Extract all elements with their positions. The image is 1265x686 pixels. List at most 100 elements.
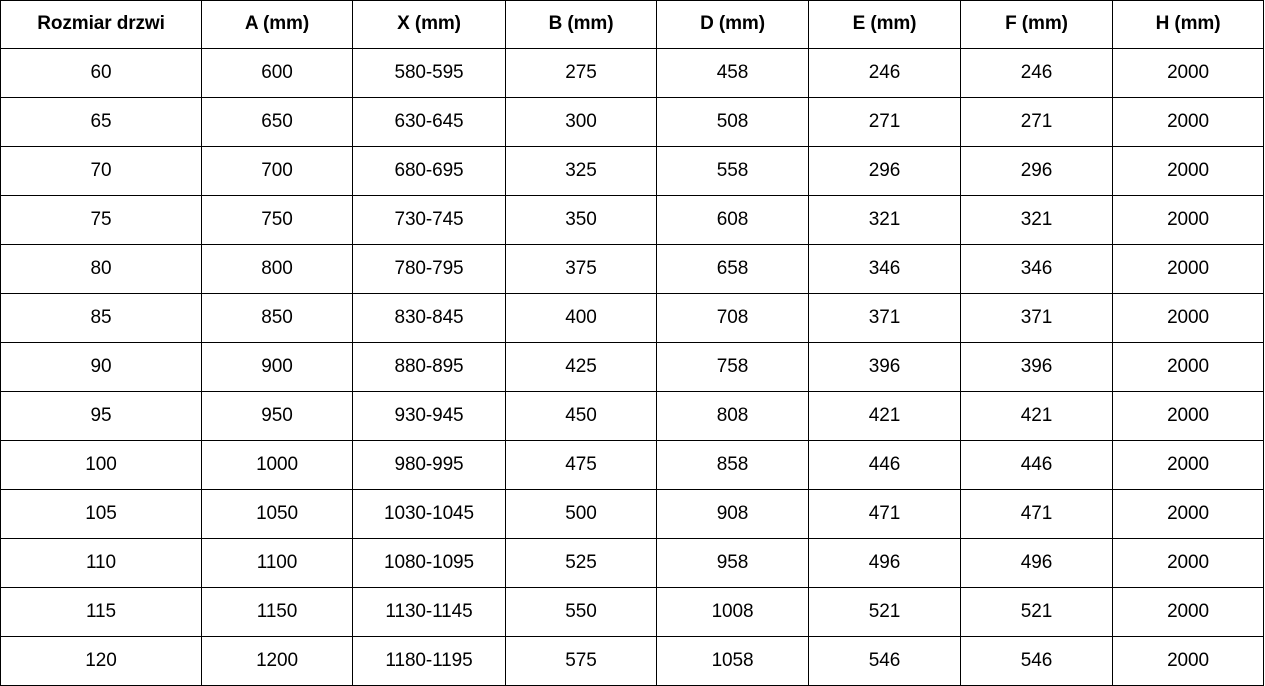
table-cell: 95 [0, 391, 202, 441]
table-header: Rozmiar drzwi A (mm) X (mm) B (mm) D (mm… [0, 0, 1264, 49]
table-cell: 2000 [1112, 146, 1264, 196]
table-cell: 471 [808, 489, 961, 539]
table-cell: 1030-1045 [352, 489, 506, 539]
column-header-x: X (mm) [352, 0, 506, 49]
table-cell: 958 [656, 538, 809, 588]
table-cell: 371 [960, 293, 1113, 343]
table-cell: 471 [960, 489, 1113, 539]
table-cell: 110 [0, 538, 202, 588]
table-cell: 275 [505, 48, 657, 98]
table-row: 90 900 880-895 425 758 396 396 2000 [0, 342, 1264, 392]
table-cell: 2000 [1112, 244, 1264, 294]
table-cell: 575 [505, 636, 657, 686]
table-row: 120 1200 1180-1195 575 1058 546 546 2000 [0, 636, 1264, 686]
table-cell: 396 [960, 342, 1113, 392]
table-cell: 680-695 [352, 146, 506, 196]
table-cell: 85 [0, 293, 202, 343]
table-cell: 508 [656, 97, 809, 147]
table-cell: 425 [505, 342, 657, 392]
table-cell: 2000 [1112, 97, 1264, 147]
table-cell: 2000 [1112, 440, 1264, 490]
table-cell: 115 [0, 587, 202, 637]
table-cell: 70 [0, 146, 202, 196]
table-row: 110 1100 1080-1095 525 958 496 496 2000 [0, 538, 1264, 588]
table-cell: 100 [0, 440, 202, 490]
table-cell: 880-895 [352, 342, 506, 392]
table-cell: 850 [201, 293, 353, 343]
table-cell: 375 [505, 244, 657, 294]
table-body: 60 600 580-595 275 458 246 246 2000 65 650 630-645… [0, 48, 1264, 686]
table-cell: 908 [656, 489, 809, 539]
table-cell: 458 [656, 48, 809, 98]
table-row: 115 1150 1130-1145 550 1008 521 521 2000 [0, 587, 1264, 637]
table-cell: 2000 [1112, 342, 1264, 392]
table-cell: 421 [960, 391, 1113, 441]
column-header-h: H (mm) [1112, 0, 1264, 49]
table-cell: 830-845 [352, 293, 506, 343]
table-cell: 650 [201, 97, 353, 147]
table-cell: 800 [201, 244, 353, 294]
table-cell: 1100 [201, 538, 353, 588]
table-cell: 521 [808, 587, 961, 637]
column-header-d: D (mm) [656, 0, 809, 49]
table-cell: 525 [505, 538, 657, 588]
table-cell: 496 [960, 538, 1113, 588]
table-cell: 808 [656, 391, 809, 441]
table-row: 85 850 830-845 400 708 371 371 2000 [0, 293, 1264, 343]
table-cell: 496 [808, 538, 961, 588]
table-cell: 2000 [1112, 48, 1264, 98]
table-cell: 446 [960, 440, 1113, 490]
table-cell: 730-745 [352, 195, 506, 245]
table-cell: 296 [808, 146, 961, 196]
table-row: 105 1050 1030-1045 500 908 471 471 2000 [0, 489, 1264, 539]
table-cell: 2000 [1112, 489, 1264, 539]
table-cell: 580-595 [352, 48, 506, 98]
table-cell: 350 [505, 195, 657, 245]
table-cell: 980-995 [352, 440, 506, 490]
table-cell: 521 [960, 587, 1113, 637]
table-cell: 1058 [656, 636, 809, 686]
table-cell: 325 [505, 146, 657, 196]
table-cell: 271 [960, 97, 1113, 147]
column-header-a: A (mm) [201, 0, 353, 49]
table-cell: 608 [656, 195, 809, 245]
table-cell: 446 [808, 440, 961, 490]
table-cell: 900 [201, 342, 353, 392]
table-cell: 558 [656, 146, 809, 196]
table-row: 70 700 680-695 325 558 296 296 2000 [0, 146, 1264, 196]
table-cell: 780-795 [352, 244, 506, 294]
table-cell: 600 [201, 48, 353, 98]
table-cell: 2000 [1112, 587, 1264, 637]
table-cell: 1180-1195 [352, 636, 506, 686]
table-cell: 658 [656, 244, 809, 294]
table-cell: 475 [505, 440, 657, 490]
table-cell: 246 [960, 48, 1113, 98]
table-cell: 1080-1095 [352, 538, 506, 588]
table-cell: 1008 [656, 587, 809, 637]
table-cell: 2000 [1112, 538, 1264, 588]
table-cell: 2000 [1112, 636, 1264, 686]
table-row: 75 750 730-745 350 608 321 321 2000 [0, 195, 1264, 245]
table-cell: 346 [808, 244, 961, 294]
table-cell: 500 [505, 489, 657, 539]
table-cell: 65 [0, 97, 202, 147]
table-cell: 546 [960, 636, 1113, 686]
table-cell: 60 [0, 48, 202, 98]
table-cell: 321 [808, 195, 961, 245]
table-cell: 708 [656, 293, 809, 343]
table-cell: 321 [960, 195, 1113, 245]
table-cell: 90 [0, 342, 202, 392]
table-cell: 1150 [201, 587, 353, 637]
table-cell: 421 [808, 391, 961, 441]
table-cell: 1000 [201, 440, 353, 490]
table-cell: 2000 [1112, 293, 1264, 343]
table-cell: 246 [808, 48, 961, 98]
table-row: 100 1000 980-995 475 858 446 446 2000 [0, 440, 1264, 490]
table-cell: 750 [201, 195, 353, 245]
table-cell: 1200 [201, 636, 353, 686]
table-cell: 105 [0, 489, 202, 539]
table-cell: 1050 [201, 489, 353, 539]
table-row: 80 800 780-795 375 658 346 346 2000 [0, 244, 1264, 294]
table-cell: 546 [808, 636, 961, 686]
